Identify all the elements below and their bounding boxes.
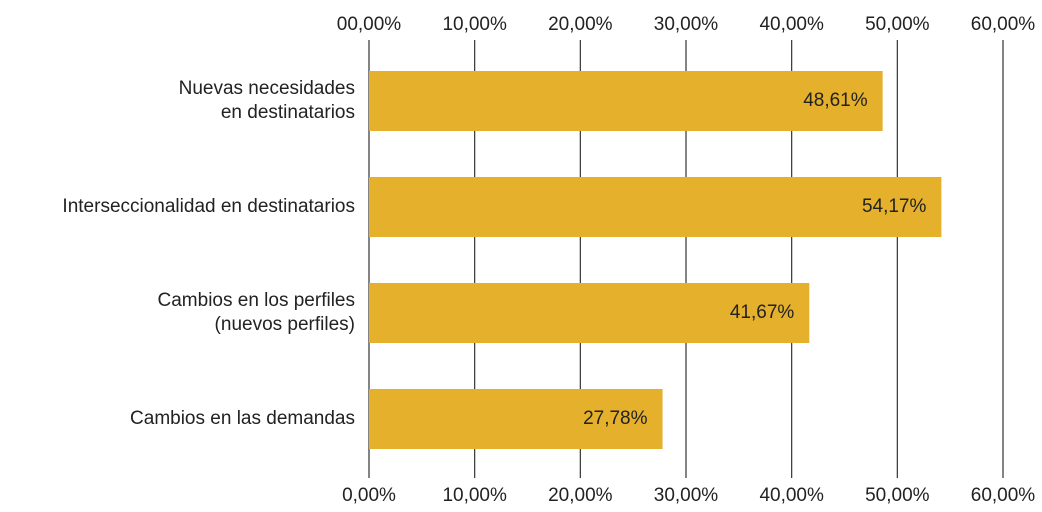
y-tick-label: Cambios en las demandas <box>130 408 355 429</box>
y-tick-label: Interseccionalidad en destinatarios <box>62 196 355 217</box>
x-tick-label: 30,00% <box>654 485 719 506</box>
x2-tick-label: 30,00% <box>654 14 719 35</box>
value-label: 27,78% <box>583 408 648 429</box>
x2-tick-label: 40,00% <box>759 14 824 35</box>
x2-tick-label: 20,00% <box>548 14 613 35</box>
x2-tick-label: 60,00% <box>971 14 1036 35</box>
x2-tick-label: 10,00% <box>442 14 507 35</box>
x-tick-label: 0,00% <box>342 485 396 506</box>
x-tick-label: 20,00% <box>548 485 613 506</box>
x2-tick-label: 00,00% <box>337 14 402 35</box>
y-tick-label: Cambios en los perfiles (nuevos perfiles) <box>158 290 355 335</box>
x-tick-label: 60,00% <box>971 485 1036 506</box>
value-label: 54,17% <box>862 196 927 217</box>
value-label: 41,67% <box>730 302 795 323</box>
x-tick-label: 40,00% <box>759 485 824 506</box>
value-label: 48,61% <box>803 90 868 111</box>
bar <box>369 177 942 237</box>
bar <box>369 283 810 343</box>
x2-tick-label: 50,00% <box>865 14 930 35</box>
y-tick-label: Nuevas necesidades en destinatarios <box>179 78 355 123</box>
bar <box>369 71 883 131</box>
x-tick-label: 50,00% <box>865 485 930 506</box>
x-tick-label: 10,00% <box>442 485 507 506</box>
bar <box>369 389 663 449</box>
